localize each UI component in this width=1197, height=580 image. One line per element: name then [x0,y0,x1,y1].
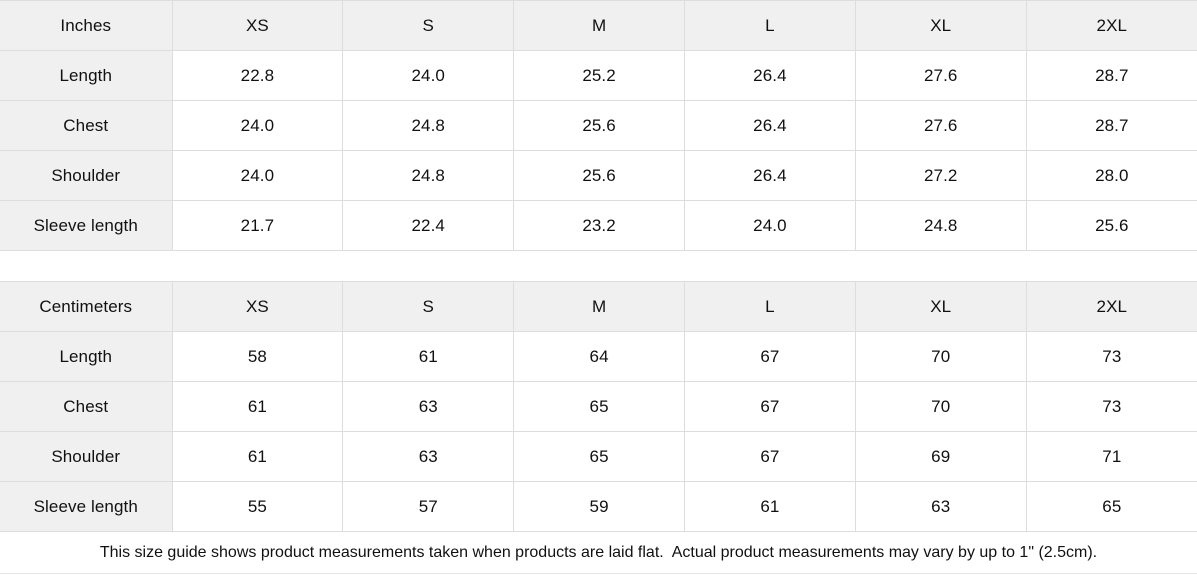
measurement-cell: 24.8 [342,150,515,201]
measurement-cell: 61 [683,481,856,532]
measurement-cell: 24.8 [342,100,515,151]
measurement-cell: 59 [513,481,685,532]
unit-header-centimeters: Centimeters [0,281,173,332]
size-header-m: M [513,0,685,51]
measurement-cell: 58 [171,331,344,382]
size-header-m: M [513,281,685,332]
size-header-xs: XS [171,0,344,51]
size-header-2xl: 2XL [1025,281,1197,332]
measurement-cell: 22.4 [342,200,515,251]
table-row: Shoulder 61 63 65 67 69 71 [0,431,1197,482]
measurement-cell: 65 [1025,481,1197,532]
measurement-cell: 24.0 [342,50,515,101]
measurement-cell: 67 [683,381,856,432]
inches-size-table: Inches XS S M L XL 2XL Length 22.8 24.0 … [0,0,1197,251]
measurement-cell: 24.0 [171,150,344,201]
measurement-cell: 71 [1025,431,1197,482]
measurement-cell: 25.6 [513,100,685,151]
measurement-cell: 24.8 [854,200,1027,251]
size-guide-note: This size guide shows product measuremen… [0,532,1197,574]
row-label-shoulder: Shoulder [0,431,173,482]
table-row: Length 58 61 64 67 70 73 [0,331,1197,382]
size-header-l: L [683,0,856,51]
measurement-cell: 61 [342,331,515,382]
measurement-cell: 67 [683,431,856,482]
table-row: Chest 24.0 24.8 25.6 26.4 27.6 28.7 [0,100,1197,151]
row-label-length: Length [0,331,173,382]
table-row: Chest 61 63 65 67 70 73 [0,381,1197,432]
table-header-row: Centimeters XS S M L XL 2XL [0,281,1197,332]
table-row: Sleeve length 55 57 59 61 63 65 [0,481,1197,532]
row-label-chest: Chest [0,100,173,151]
measurement-cell: 63 [342,381,515,432]
measurement-cell: 28.0 [1025,150,1197,201]
size-header-2xl: 2XL [1025,0,1197,51]
measurement-cell: 21.7 [171,200,344,251]
measurement-cell: 65 [513,431,685,482]
measurement-cell: 69 [854,431,1027,482]
size-header-xs: XS [171,281,344,332]
measurement-cell: 61 [171,381,344,432]
measurement-cell: 70 [854,331,1027,382]
table-header-row: Inches XS S M L XL 2XL [0,0,1197,51]
row-label-sleeve-length: Sleeve length [0,200,173,251]
measurement-cell: 26.4 [683,150,856,201]
size-header-s: S [342,0,515,51]
measurement-cell: 23.2 [513,200,685,251]
measurement-cell: 22.8 [171,50,344,101]
measurement-cell: 27.2 [854,150,1027,201]
measurement-cell: 25.6 [1025,200,1197,251]
table-row: Length 22.8 24.0 25.2 26.4 27.6 28.7 [0,50,1197,101]
measurement-cell: 61 [171,431,344,482]
measurement-cell: 64 [513,331,685,382]
measurement-cell: 67 [683,331,856,382]
measurement-cell: 63 [342,431,515,482]
measurement-cell: 73 [1025,381,1197,432]
table-row: Shoulder 24.0 24.8 25.6 26.4 27.2 28.0 [0,150,1197,201]
measurement-cell: 65 [513,381,685,432]
measurement-cell: 63 [854,481,1027,532]
measurement-cell: 55 [171,481,344,532]
row-label-length: Length [0,50,173,101]
centimeters-size-table: Centimeters XS S M L XL 2XL Length 58 61… [0,281,1197,532]
row-label-sleeve-length: Sleeve length [0,481,173,532]
size-header-s: S [342,281,515,332]
row-label-shoulder: Shoulder [0,150,173,201]
measurement-cell: 27.6 [854,50,1027,101]
measurement-cell: 26.4 [683,50,856,101]
measurement-cell: 28.7 [1025,100,1197,151]
measurement-cell: 73 [1025,331,1197,382]
measurement-cell: 70 [854,381,1027,432]
measurement-cell: 27.6 [854,100,1027,151]
measurement-cell: 57 [342,481,515,532]
size-header-xl: XL [854,0,1027,51]
size-header-xl: XL [854,281,1027,332]
table-row: Sleeve length 21.7 22.4 23.2 24.0 24.8 2… [0,200,1197,251]
measurement-cell: 25.2 [513,50,685,101]
measurement-cell: 26.4 [683,100,856,151]
size-header-l: L [683,281,856,332]
measurement-cell: 24.0 [683,200,856,251]
table-spacer [0,251,1197,281]
measurement-cell: 24.0 [171,100,344,151]
row-label-chest: Chest [0,381,173,432]
measurement-cell: 25.6 [513,150,685,201]
unit-header-inches: Inches [0,0,173,51]
measurement-cell: 28.7 [1025,50,1197,101]
